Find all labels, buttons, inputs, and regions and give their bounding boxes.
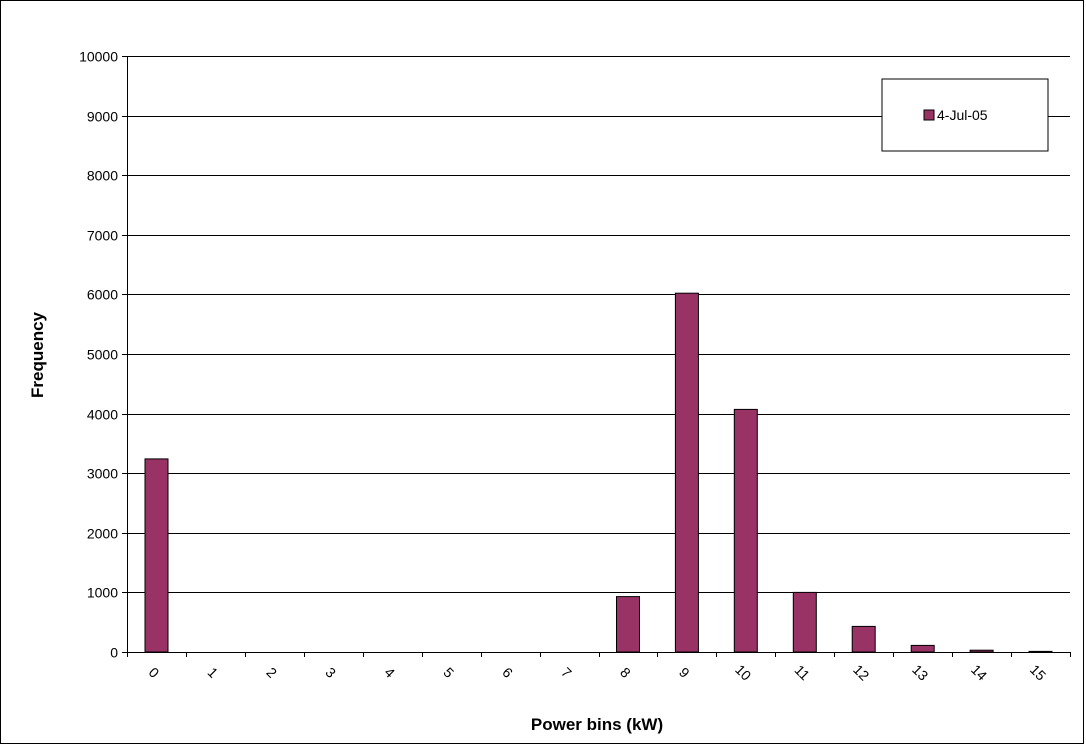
x-tick-label: 9 [676,664,693,681]
bar [910,644,935,653]
y-tick-label: 9000 [87,109,118,125]
x-tick-label: 6 [499,664,516,681]
axes [122,56,1070,657]
x-tick-label: 0 [146,664,163,681]
bar [674,292,699,653]
x-tick-label: 13 [909,661,931,683]
bar [851,625,876,653]
y-tick-label: 2000 [87,526,118,542]
bar [792,591,817,653]
y-tick-label: 3000 [87,466,118,482]
x-tick-label: 3 [322,664,339,681]
bar [1028,650,1053,653]
y-tick-label: 1000 [87,585,118,601]
y-tick-label: 0 [110,645,118,661]
y-axis-title: Frequency [28,311,47,398]
x-tick-label: 15 [1027,661,1049,683]
x-tick-label: 8 [617,664,634,681]
y-tick-label: 6000 [87,287,118,303]
bars [144,292,1053,653]
legend-box [881,78,1049,152]
y-tick-labels: 0 1000 2000 3000 4000 5000 6000 7000 8000 9000 100… [79,49,127,661]
x-tick-labels: 0 1 2 3 4 5 6 7 8 9 10 11 12 13 14 15 [127,652,1071,684]
y-tick-label: 10000 [79,49,118,65]
x-tick-label: 11 [792,662,814,684]
y-tick-label: 7000 [87,228,118,244]
bar [969,649,994,653]
x-tick-label: 10 [732,661,754,683]
x-tick-label: 2 [263,664,280,681]
bar [733,408,758,653]
x-tick-label: 14 [968,661,990,683]
x-tick-label: 5 [440,664,457,681]
x-tick-label: 4 [381,664,398,681]
x-axis-title: Power bins (kW) [531,715,663,734]
x-tick-label: 7 [558,664,575,681]
bar [616,596,640,653]
legend-label: 4-Jul-05 [937,107,988,123]
x-tick-label: 1 [205,664,222,681]
gridlines [127,56,1070,593]
legend-swatch [923,109,935,121]
bar [144,458,169,653]
x-tick-label: 12 [850,661,872,683]
legend: 4-Jul-05 [881,78,1049,152]
y-tick-label: 8000 [87,168,118,184]
y-tick-label: 5000 [87,347,118,363]
y-tick-label: 4000 [87,407,118,423]
